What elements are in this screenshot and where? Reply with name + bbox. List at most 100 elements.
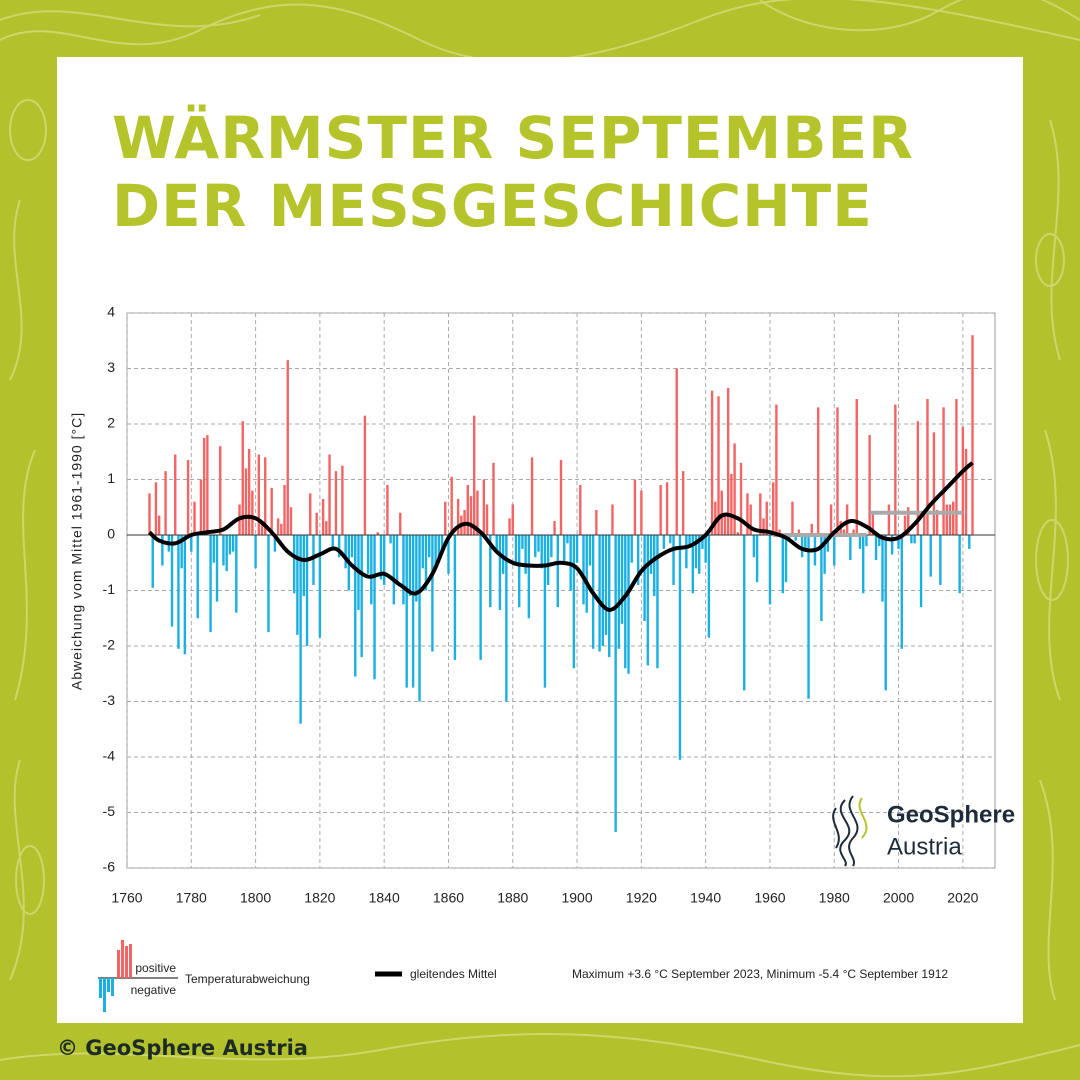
bar (431, 535, 434, 652)
bar (196, 535, 199, 619)
bar (971, 335, 974, 535)
bar (276, 518, 280, 535)
bar (588, 535, 592, 566)
bar (942, 407, 945, 535)
x-tick-label: 1980 (819, 890, 850, 906)
bar (273, 535, 277, 552)
bar (553, 521, 556, 535)
bar (170, 535, 174, 627)
bar (344, 535, 347, 569)
bar (791, 501, 794, 535)
bar (530, 457, 534, 535)
bar (492, 462, 495, 535)
bar (485, 504, 489, 535)
bar (543, 535, 547, 688)
bar (865, 535, 868, 547)
bar (640, 490, 643, 535)
bar (871, 512, 875, 535)
bar (923, 512, 926, 535)
bar (955, 399, 958, 535)
bar (939, 535, 942, 585)
bar (286, 360, 289, 535)
bar (749, 504, 752, 535)
bar (739, 462, 743, 535)
bar (193, 501, 196, 535)
x-tick-label: 1860 (433, 890, 464, 906)
bar (479, 535, 482, 660)
bar (710, 390, 714, 535)
bar (878, 535, 881, 547)
bar (778, 529, 781, 535)
bar (820, 535, 823, 622)
bar (919, 535, 923, 608)
bar (341, 465, 344, 535)
bar (514, 535, 518, 566)
bar (659, 485, 662, 535)
bar (508, 518, 511, 535)
bar (566, 535, 569, 544)
bar (331, 535, 334, 549)
bar (636, 535, 640, 585)
bar (932, 432, 936, 535)
bar (408, 535, 412, 597)
bar (164, 471, 167, 535)
bar (829, 504, 833, 535)
bar (900, 535, 903, 649)
legend-note: Maximum +3.6 °C September 2023, Minimum … (572, 967, 948, 981)
bar (325, 521, 328, 535)
bar (627, 535, 630, 674)
bar (604, 535, 608, 635)
y-tick-label: 3 (107, 359, 115, 375)
bar (527, 535, 531, 619)
bar (228, 535, 232, 555)
bar (209, 535, 212, 633)
bar (161, 535, 164, 566)
bar (495, 535, 498, 552)
bar (935, 510, 939, 535)
bar (299, 535, 302, 724)
x-tick-label: 2000 (883, 890, 914, 906)
bar (704, 535, 707, 563)
bar (350, 535, 354, 558)
bar (585, 535, 588, 613)
bar (373, 535, 376, 680)
bar (199, 479, 203, 535)
bar (858, 535, 862, 549)
bar (961, 426, 965, 535)
bar (572, 535, 576, 669)
bar (501, 535, 505, 574)
bar (736, 532, 740, 535)
bar (363, 415, 367, 535)
bar (376, 532, 379, 535)
bar (305, 535, 309, 646)
bar (685, 535, 688, 569)
bar (318, 535, 322, 638)
bar (392, 535, 396, 605)
bar (450, 476, 453, 535)
bar (421, 535, 424, 569)
bar (337, 535, 341, 558)
bar (630, 535, 633, 563)
bar (405, 535, 408, 688)
bar (489, 535, 492, 608)
bar (411, 535, 415, 688)
bar (395, 535, 399, 585)
bar (948, 504, 952, 535)
bar (701, 535, 704, 549)
bar (771, 482, 775, 535)
bar (855, 399, 858, 535)
bar (399, 512, 402, 535)
bar (453, 535, 457, 660)
bar (608, 535, 611, 658)
logo-name: GeoSphere (887, 801, 1015, 828)
bar (601, 535, 604, 646)
bar (672, 535, 675, 585)
bar (360, 535, 363, 658)
bar (765, 501, 768, 535)
bar (206, 435, 209, 535)
logo-sub: Austria (887, 833, 962, 860)
bar (148, 493, 151, 535)
